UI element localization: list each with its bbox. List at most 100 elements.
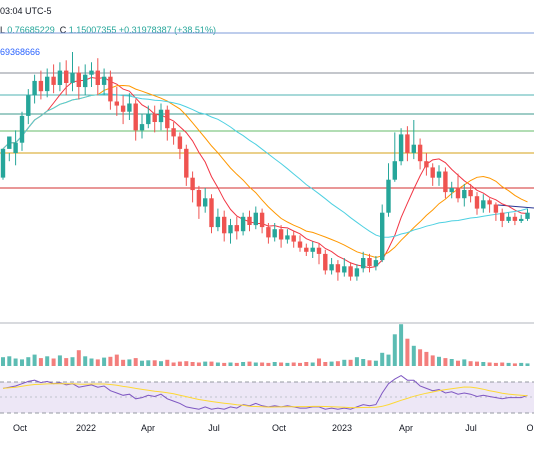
- trendline-navy[interactable]: [497, 204, 534, 209]
- candle-body: [398, 134, 404, 162]
- candle-body: [329, 264, 334, 271]
- volume-bar: [462, 359, 467, 366]
- candle-body: [83, 74, 88, 88]
- candle-body: [405, 134, 410, 153]
- candle-body: [114, 101, 119, 106]
- volume-bar: [190, 362, 195, 366]
- candle-body: [133, 103, 138, 131]
- candle-body: [152, 113, 157, 122]
- candle-body: [506, 216, 511, 221]
- chart-clock: 03:04 UTC-5: [0, 6, 52, 16]
- volume-bar: [253, 362, 258, 366]
- volume-bar: [7, 356, 12, 366]
- horizontal-line-drawings: [0, 32, 534, 324]
- candle-body: [297, 241, 303, 248]
- candle-body: [222, 216, 227, 234]
- volume-bar: [468, 361, 473, 366]
- candle-body: [525, 212, 530, 219]
- volume-bar: [89, 358, 94, 366]
- ma-fast-line: [2, 76, 528, 269]
- candle-body: [57, 70, 63, 85]
- candle-body: [342, 266, 347, 273]
- candle-body: [285, 235, 290, 240]
- volume-bar: [380, 352, 385, 366]
- time-axis-label: O: [526, 423, 533, 433]
- candle-body: [196, 190, 202, 207]
- candle-body: [89, 70, 94, 75]
- volume-bar: [165, 359, 170, 366]
- candle-body: [146, 113, 151, 125]
- volume-bar: [443, 358, 448, 366]
- candle-body: [373, 260, 379, 267]
- candle-body: [177, 136, 183, 149]
- candle-body: [7, 136, 12, 149]
- volume-bar: [1, 357, 5, 366]
- volume-bar: [196, 362, 201, 366]
- candle-body: [291, 235, 296, 242]
- time-axis-label: Oct: [13, 423, 28, 433]
- volume-bar: [519, 362, 524, 366]
- candle-body: [519, 218, 524, 221]
- moving-averages: [2, 76, 528, 269]
- candle-body: [348, 266, 353, 277]
- volume-bar: [140, 360, 144, 366]
- candle-body: [247, 216, 252, 225]
- ma-mid-line: [2, 84, 528, 259]
- volume-bar: [449, 359, 454, 366]
- time-axis-label: 2023: [332, 423, 352, 433]
- volume-bar: [512, 363, 517, 366]
- volume-bar: [399, 324, 404, 366]
- candle-body: [171, 128, 176, 137]
- volume-bar: [437, 356, 441, 366]
- volume-bar: [20, 359, 24, 366]
- candle-body: [449, 188, 454, 193]
- candle-body: [335, 264, 341, 273]
- volume-bar: [285, 362, 290, 366]
- volume-bar: [184, 361, 189, 366]
- close-value: 1.15007355: [68, 25, 117, 35]
- volume-bar: [159, 361, 163, 366]
- candle-body: [209, 198, 214, 228]
- volume-bar: [76, 350, 81, 366]
- volume-bar: [405, 338, 410, 366]
- volume-bar: [127, 359, 132, 366]
- volume-bar: [354, 357, 359, 366]
- candlesticks: [0, 52, 530, 281]
- volume-bar: [177, 361, 182, 366]
- time-axis-label: Apr: [399, 423, 413, 433]
- volume-bar: [45, 356, 50, 366]
- volume-bar: [228, 362, 233, 366]
- volume-bar: [317, 358, 321, 366]
- rsi-pane: [0, 375, 534, 414]
- change-value: +0.31978387 (+38.51%): [118, 25, 216, 35]
- volume-bar: [386, 354, 391, 366]
- candle-body: [101, 76, 107, 85]
- volume-bar: [392, 334, 397, 366]
- indicator-value: 69368666: [0, 47, 41, 57]
- candle-body: [493, 204, 499, 213]
- candle-body: [240, 216, 246, 232]
- candle-body: [380, 212, 385, 261]
- candle-body: [487, 200, 492, 205]
- volume-bar: [456, 360, 460, 366]
- candle-body: [203, 198, 208, 207]
- volume-bar: [222, 362, 227, 366]
- volume-bar: [329, 361, 334, 366]
- candle-body: [108, 76, 113, 102]
- candle-body: [228, 225, 233, 234]
- time-axis[interactable]: Oct 2022 Apr Jul Oct 2023 Apr Jul O: [13, 423, 534, 433]
- volume-bar: [373, 360, 378, 366]
- volume-bar: [411, 345, 416, 366]
- volume-bar: [348, 359, 353, 366]
- volume-bar: [247, 361, 252, 366]
- volume-bar: [26, 357, 31, 366]
- volume-bar: [203, 361, 208, 366]
- volume-bar: [272, 362, 277, 366]
- candle-body: [310, 247, 315, 252]
- volume-bar: [481, 362, 486, 366]
- candle-body: [411, 144, 416, 153]
- ohlc-legend: L 0.76685229 C 1.15007355 +0.31978387 (+…: [0, 25, 216, 35]
- candle-body: [361, 258, 366, 269]
- candle-body: [184, 148, 189, 178]
